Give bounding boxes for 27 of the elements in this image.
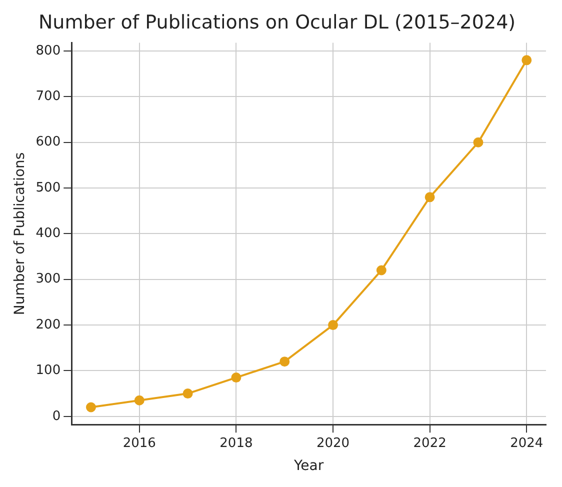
point: [86, 402, 96, 412]
point: [280, 356, 290, 367]
x-tick-label: 2024: [510, 436, 544, 451]
point: [134, 395, 144, 406]
y-tick-label: 600: [36, 134, 61, 150]
x-axis-title: Year: [292, 458, 324, 474]
x-tick-label: 2018: [220, 436, 253, 451]
point: [376, 265, 386, 276]
point: [424, 192, 435, 202]
point: [473, 137, 484, 148]
y-tick-label: 0: [52, 408, 61, 424]
point: [522, 55, 532, 66]
y-tick-label: 700: [36, 89, 61, 104]
x-tick-label: 2022: [413, 436, 446, 451]
y-tick-label: 800: [36, 43, 61, 58]
y-tick-label: 100: [36, 363, 61, 378]
x-tick-label: 2020: [316, 436, 350, 451]
x-tick-label: 2016: [122, 436, 156, 451]
point: [182, 388, 193, 399]
y-tick-label: 400: [36, 226, 61, 242]
y-tick-label: 500: [36, 180, 61, 196]
point: [231, 372, 242, 383]
chart-title: Number of Publications on Ocular DL (2015–2024): [38, 11, 516, 34]
y-axis-title: Number of Publications: [12, 152, 28, 316]
y-tick-label: 300: [36, 272, 61, 287]
y-tick-label: 200: [36, 317, 61, 332]
point: [328, 320, 338, 330]
